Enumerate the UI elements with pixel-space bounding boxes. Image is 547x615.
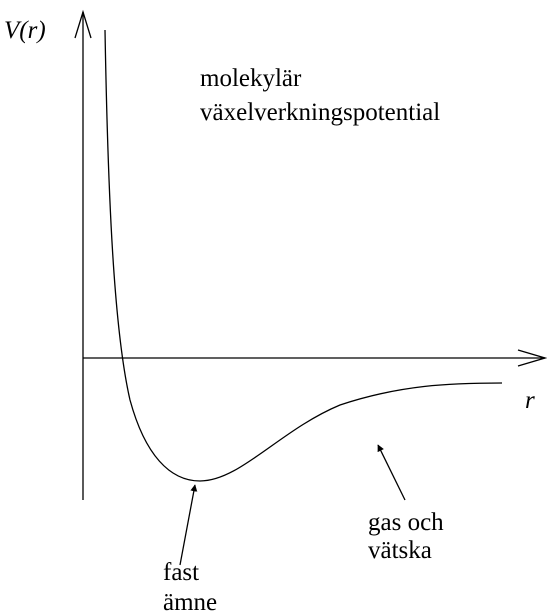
potential-curve — [104, 29, 503, 482]
y-axis-label: V(r) — [4, 17, 46, 44]
annotation-line: vätska — [368, 537, 432, 564]
y-axis-arrow — [74, 9, 92, 39]
x-axis-label: r — [525, 387, 535, 414]
arrow-solid — [179, 484, 198, 566]
title-line: molekylär — [200, 65, 302, 92]
annotation-line: gas och — [368, 509, 444, 536]
x-axis-arrow — [517, 349, 547, 367]
annotation-line: ämne — [163, 589, 217, 615]
title-line: växelverkningspotential — [200, 99, 440, 126]
annotation-line: fast — [163, 559, 199, 586]
arrow-gas — [377, 444, 406, 501]
